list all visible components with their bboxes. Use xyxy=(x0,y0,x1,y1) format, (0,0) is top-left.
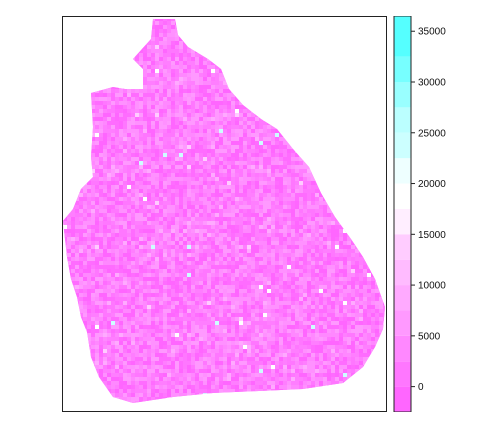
raster-cells xyxy=(63,19,385,403)
color-band xyxy=(394,259,411,286)
color-key-svg: 0 5000 10000 15000 20000 25000 30000 35000 xyxy=(393,16,446,412)
color-band xyxy=(394,158,411,184)
tick-label: 10000 xyxy=(418,281,446,292)
map-panel xyxy=(62,16,387,412)
color-band xyxy=(394,107,411,133)
color-key-frame xyxy=(393,16,412,412)
color-band xyxy=(394,56,411,82)
raster-map xyxy=(63,19,385,403)
color-band xyxy=(394,335,411,362)
color-band xyxy=(394,386,411,412)
color-band xyxy=(394,361,411,387)
color-band xyxy=(394,208,411,235)
color-band xyxy=(394,285,411,311)
color-band xyxy=(394,183,411,209)
color-band xyxy=(394,234,411,260)
tick-label: 35000 xyxy=(418,27,446,38)
tick-label: 5000 xyxy=(418,331,441,342)
tick-label: 0 xyxy=(418,382,424,393)
tick-label: 20000 xyxy=(418,179,446,190)
color-key: 0 5000 10000 15000 20000 25000 30000 35000 xyxy=(393,16,503,412)
tick-label: 30000 xyxy=(418,78,446,89)
tick-label: 15000 xyxy=(418,230,446,241)
tick-label: 25000 xyxy=(418,128,446,139)
color-band xyxy=(394,310,411,336)
color-band xyxy=(394,132,411,159)
color-band xyxy=(394,82,411,108)
color-band xyxy=(394,16,411,57)
